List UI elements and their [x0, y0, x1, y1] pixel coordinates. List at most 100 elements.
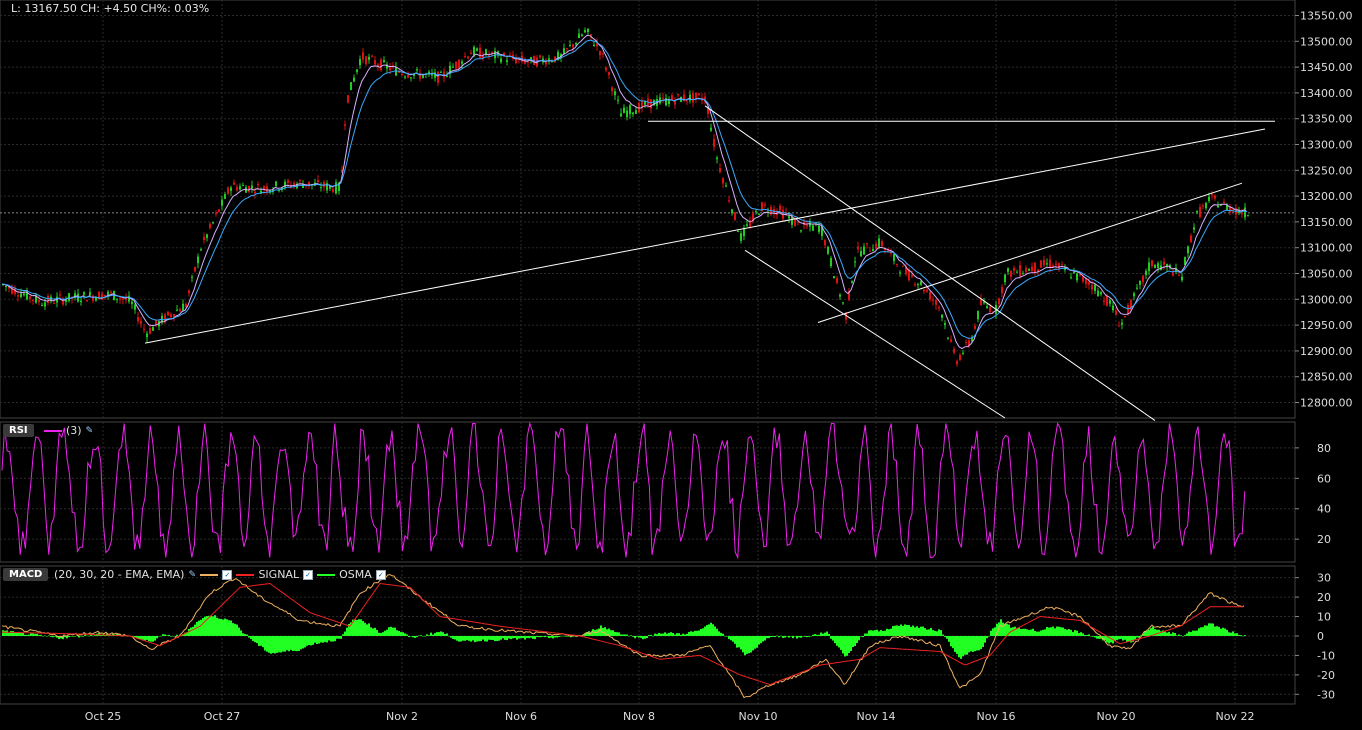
candle-body: [317, 180, 319, 182]
candle-body: [428, 71, 430, 74]
osma-bar: [548, 635, 550, 639]
checkbox-icon[interactable]: ✓: [303, 569, 314, 580]
osma-bar: [92, 635, 94, 637]
osma-bar: [1170, 633, 1172, 636]
candle-body: [338, 183, 340, 192]
osma-bar: [1148, 629, 1150, 636]
candle-body: [1208, 196, 1210, 202]
osma-bar: [466, 635, 468, 641]
osma-bar: [1040, 630, 1042, 636]
osma-bar: [940, 630, 942, 636]
candle-body: [110, 291, 112, 293]
osma-bar: [774, 635, 776, 638]
macd-swatch: [200, 573, 219, 576]
candle-body: [581, 34, 583, 37]
osma-bar: [274, 635, 276, 654]
osma-bar: [546, 635, 548, 637]
osma-bar: [936, 631, 938, 636]
candle-body: [1013, 267, 1015, 271]
candle-body: [944, 323, 946, 326]
osma-bar: [1046, 627, 1048, 636]
candle-body: [1100, 292, 1102, 295]
osma-bar: [34, 633, 36, 636]
candle-body: [167, 311, 169, 316]
candle-body: [401, 73, 403, 76]
osma-bar: [1242, 635, 1244, 637]
candle-body: [707, 106, 709, 114]
macd-y-tick-label: 10: [1317, 611, 1331, 624]
osma-bar: [1120, 635, 1122, 639]
osma-bar: [1162, 630, 1164, 636]
candle-body: [194, 266, 196, 272]
signal-swatch: [236, 573, 255, 576]
osma-bar: [78, 635, 80, 638]
osma-bar: [1110, 635, 1112, 643]
candle-body: [137, 317, 139, 322]
osma-bar: [154, 635, 156, 641]
candle-body: [1097, 290, 1099, 297]
candle-body: [239, 186, 241, 190]
osma-bar: [1140, 635, 1142, 636]
candle-body: [794, 219, 796, 227]
x-tick-label: Nov 22: [1216, 710, 1255, 723]
wrench-icon[interactable]: ✎: [85, 425, 94, 436]
osma-bar: [718, 631, 720, 636]
osma-bar: [712, 624, 714, 636]
rsi-tag: RSI: [3, 424, 34, 437]
candle-body: [644, 101, 646, 105]
checkbox-icon[interactable]: ✓: [375, 569, 386, 580]
osma-bar: [782, 635, 784, 638]
osma-bar: [44, 635, 46, 637]
wrench-icon[interactable]: ✎: [188, 569, 196, 580]
candle-body: [1022, 273, 1024, 275]
osma-bar: [570, 635, 572, 638]
candle-body: [947, 337, 949, 339]
osma-bar: [880, 630, 882, 636]
osma-bar: [84, 634, 86, 636]
candle-body: [98, 291, 100, 300]
osma-bar: [934, 630, 936, 636]
osma-bar: [1168, 631, 1170, 636]
osma-bar: [730, 635, 732, 641]
osma-bar: [790, 635, 792, 637]
candle-body: [1211, 194, 1213, 196]
osma-bar: [1074, 630, 1076, 636]
osma-bar: [554, 635, 556, 638]
candle-body: [1019, 265, 1021, 276]
candle-body: [614, 91, 616, 96]
candle-body: [179, 309, 181, 312]
candle-body: [170, 314, 172, 317]
rsi-y-tick-label: 60: [1317, 472, 1331, 485]
osma-bar: [238, 627, 240, 636]
candle-body: [1112, 305, 1114, 311]
candle-body: [887, 249, 889, 253]
osma-bar: [250, 635, 252, 640]
osma-bar: [1236, 633, 1238, 636]
candle-body: [563, 48, 565, 54]
candle-body: [863, 246, 865, 255]
osma-bar: [952, 635, 954, 649]
osma-bar: [794, 635, 796, 637]
candle-body: [896, 264, 898, 266]
candle-body: [956, 360, 958, 365]
osma-bar: [704, 626, 706, 636]
osma-bar: [932, 630, 934, 636]
osma-bar: [452, 635, 454, 639]
candle-body: [599, 51, 601, 56]
osma-bar: [828, 633, 830, 636]
osma-bar: [1062, 627, 1064, 636]
candle-body: [44, 302, 46, 307]
x-tick-label: Nov 6: [505, 710, 537, 723]
candle-body: [92, 295, 94, 301]
candle-body: [608, 72, 610, 76]
candle-body: [971, 337, 973, 342]
candle-body: [38, 299, 40, 303]
checkbox-icon[interactable]: ✓: [222, 569, 233, 580]
osma-bar: [404, 633, 406, 636]
osma-bar: [440, 631, 442, 636]
osma-bar: [1078, 633, 1080, 636]
osma-bar: [1204, 625, 1206, 636]
osma-bar: [664, 632, 666, 636]
price-y-tick-label: 13350.00: [1300, 113, 1353, 126]
